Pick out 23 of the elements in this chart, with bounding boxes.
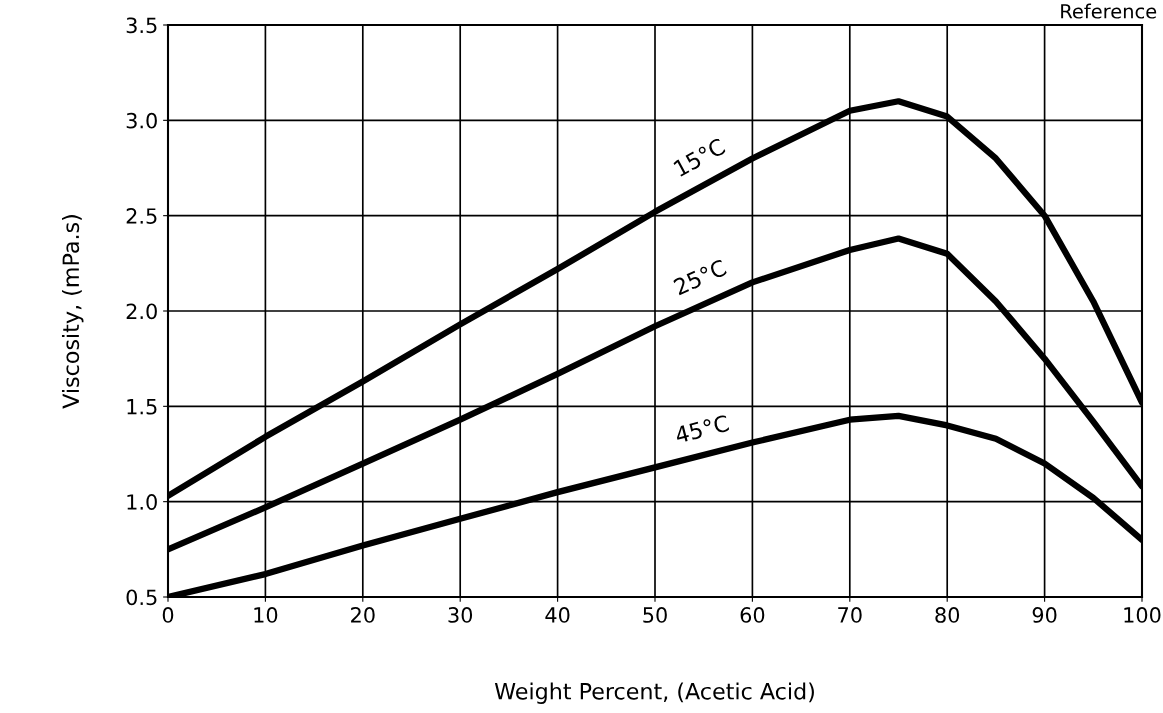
y-tick-label: 2.0 — [126, 303, 157, 320]
x-axis-title: Weight Percent, (Acetic Acid) — [494, 682, 814, 704]
x-tick-label: 10 — [254, 607, 278, 623]
x-tick-label: 50 — [643, 607, 667, 623]
x-tick-label: 0 — [162, 607, 174, 623]
y-tick-label: 1.5 — [127, 399, 157, 415]
x-tick-label: 60 — [740, 607, 765, 623]
x-tick-label: 80 — [935, 607, 960, 623]
x-tick-label: 90 — [1032, 607, 1057, 623]
x-tick-label: 70 — [838, 607, 862, 623]
y-axis-title: Viscosity, (mPa.s) — [61, 215, 84, 409]
text: 45°C — [674, 414, 730, 444]
y-tick-label: 1.0 — [127, 494, 157, 510]
x-tick-label: 100 — [1124, 607, 1161, 623]
y-tick-label: 2.5 — [126, 208, 157, 224]
y-tick-label: 3.5 — [126, 17, 157, 34]
y-tick-label: 0.5 — [126, 589, 157, 606]
text: 25°C — [672, 258, 728, 296]
x-tick-label: 20 — [351, 607, 375, 623]
x-tick-label: 30 — [448, 607, 473, 623]
x-tick-label: 40 — [545, 607, 570, 623]
text: Reference — [1061, 3, 1157, 19]
y-tick-label: 3.0 — [126, 112, 157, 129]
